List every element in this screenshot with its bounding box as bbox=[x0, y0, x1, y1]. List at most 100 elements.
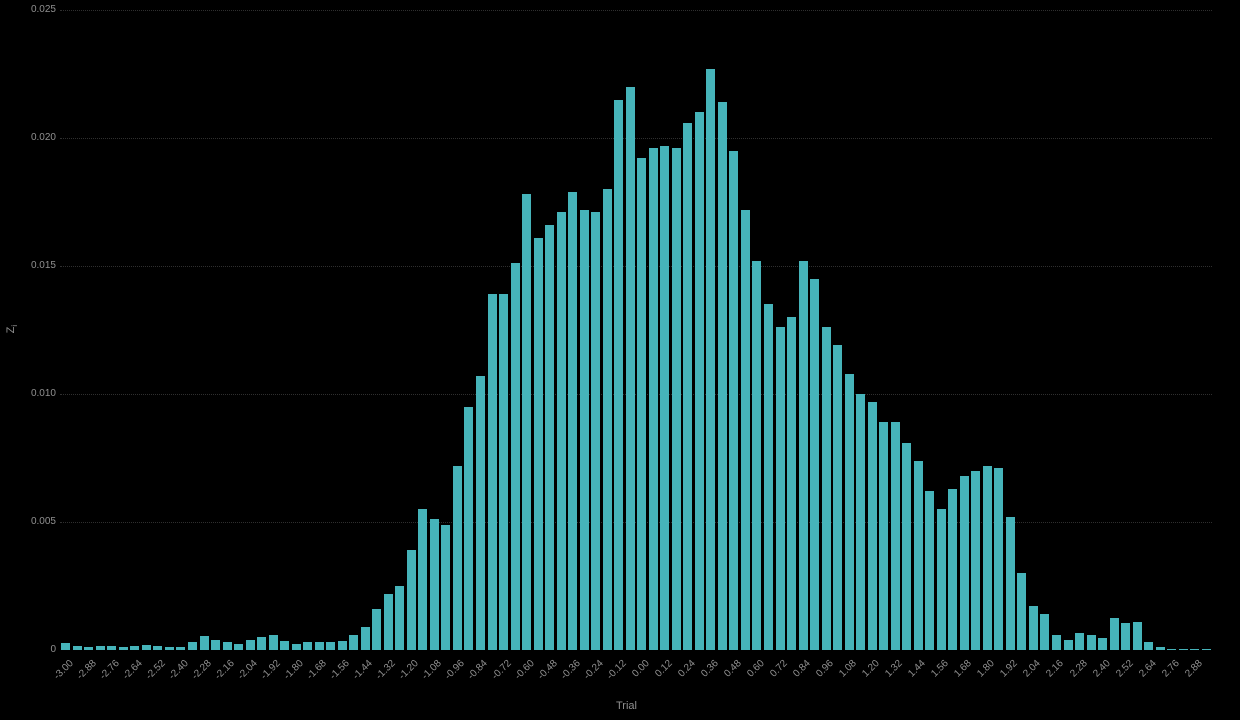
y-axis-title: Zi bbox=[5, 317, 19, 341]
bar bbox=[982, 465, 992, 650]
bar bbox=[234, 643, 244, 650]
bar bbox=[660, 145, 670, 650]
bar bbox=[153, 645, 163, 650]
bar bbox=[441, 524, 451, 650]
bar bbox=[913, 460, 923, 650]
y-tick-label: 0.010 bbox=[30, 388, 56, 399]
bar bbox=[568, 191, 578, 650]
bar bbox=[475, 376, 485, 650]
bar bbox=[614, 99, 624, 650]
bar bbox=[164, 646, 174, 650]
bar bbox=[1075, 633, 1085, 650]
bar bbox=[752, 260, 762, 650]
gridline bbox=[60, 522, 1212, 523]
gridline bbox=[60, 138, 1212, 139]
bar bbox=[879, 422, 889, 650]
bar bbox=[1155, 646, 1165, 650]
bar bbox=[61, 643, 71, 650]
bar bbox=[556, 212, 566, 650]
bar bbox=[1201, 648, 1211, 650]
bar bbox=[671, 148, 681, 650]
bar bbox=[763, 304, 773, 650]
bar bbox=[522, 194, 532, 650]
bar bbox=[1132, 621, 1142, 650]
bar bbox=[141, 644, 151, 650]
bar bbox=[1098, 638, 1108, 650]
bar bbox=[95, 645, 105, 650]
bar bbox=[406, 550, 416, 650]
bar bbox=[833, 345, 843, 650]
gridline bbox=[60, 10, 1212, 11]
bar bbox=[499, 294, 509, 650]
bar bbox=[199, 635, 209, 650]
bar bbox=[107, 645, 117, 650]
gridline bbox=[60, 266, 1212, 267]
bar bbox=[383, 593, 393, 650]
bar bbox=[176, 646, 186, 650]
bar bbox=[280, 640, 290, 650]
bar bbox=[245, 639, 255, 650]
bar bbox=[464, 406, 474, 650]
gridline bbox=[60, 394, 1212, 395]
bar bbox=[810, 278, 820, 650]
bar bbox=[1190, 648, 1200, 650]
bar bbox=[222, 642, 232, 650]
bar bbox=[729, 150, 739, 650]
bar bbox=[1040, 614, 1050, 650]
bar bbox=[648, 148, 658, 650]
bar bbox=[1063, 639, 1073, 650]
y-tick-label: 0.005 bbox=[30, 516, 56, 527]
bar bbox=[740, 209, 750, 650]
bar bbox=[706, 68, 716, 650]
plot-area[interactable] bbox=[60, 10, 1212, 650]
bar bbox=[118, 646, 128, 650]
bar bbox=[591, 212, 601, 650]
bar bbox=[349, 634, 359, 650]
y-tick-label: 0.025 bbox=[30, 4, 56, 15]
bar bbox=[1121, 623, 1131, 650]
bar bbox=[130, 645, 140, 650]
x-axis-title: Trial bbox=[616, 700, 637, 712]
bar bbox=[902, 442, 912, 650]
bar bbox=[625, 86, 635, 650]
bar bbox=[787, 317, 797, 650]
bar bbox=[994, 468, 1004, 650]
bar bbox=[187, 642, 197, 650]
bar bbox=[314, 642, 324, 650]
bar bbox=[798, 260, 808, 650]
bar bbox=[1109, 618, 1119, 650]
bar bbox=[844, 373, 854, 650]
bar bbox=[948, 488, 958, 650]
bar bbox=[971, 470, 981, 650]
bar bbox=[1086, 634, 1096, 650]
bar bbox=[1178, 648, 1188, 650]
bar bbox=[360, 626, 370, 650]
bar bbox=[694, 112, 704, 650]
bar bbox=[72, 645, 82, 650]
bar bbox=[1144, 642, 1154, 650]
bar bbox=[856, 394, 866, 650]
bar bbox=[429, 519, 439, 650]
bar bbox=[717, 102, 727, 650]
bar bbox=[775, 327, 785, 650]
y-axis-title-sub: i bbox=[10, 324, 20, 327]
y-axis-title-main: Z bbox=[4, 326, 17, 334]
bar bbox=[925, 491, 935, 650]
bar bbox=[867, 401, 877, 650]
bar bbox=[84, 646, 94, 650]
bar bbox=[268, 634, 278, 650]
bar bbox=[936, 509, 946, 650]
y-tick-label: 0.020 bbox=[30, 132, 56, 143]
bar bbox=[1167, 648, 1177, 650]
bar bbox=[487, 294, 497, 650]
bar bbox=[510, 263, 520, 650]
bar bbox=[637, 158, 647, 650]
bar bbox=[533, 237, 543, 650]
bar bbox=[395, 586, 405, 650]
bar bbox=[257, 637, 267, 650]
bar bbox=[579, 209, 589, 650]
bar bbox=[602, 189, 612, 650]
bar bbox=[683, 122, 693, 650]
bar bbox=[821, 327, 831, 650]
